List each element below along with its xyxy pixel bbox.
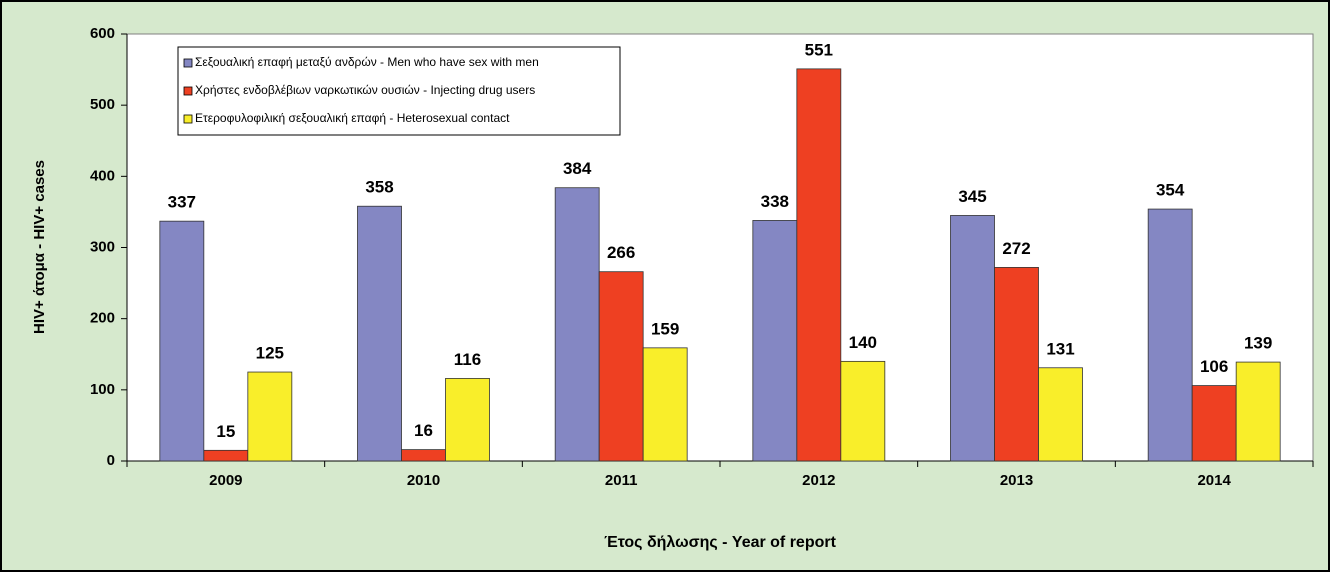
data-label: 345 [958,187,986,206]
bar [1038,367,1083,462]
bar [752,220,798,462]
legend-box [177,46,621,136]
bar [1147,208,1193,462]
legend-swatch [183,114,193,124]
bar [401,449,446,462]
y-tick-label: 400 [90,167,115,184]
bar [247,371,293,462]
bar [994,267,1039,462]
x-axis-title: Έτος δήλωσης - Year of report [604,534,837,551]
data-label: 15 [216,422,235,441]
data-label: 358 [365,178,393,197]
legend-label: Ετεροφυλοφιλική σεξουαλική επαφή - Heter… [195,111,510,125]
legend-label: Σεξουαλική επαφή μεταξύ ανδρών - Men who… [195,55,539,69]
y-tick-label: 100 [90,381,115,398]
data-label: 272 [1002,239,1030,258]
x-tick-label: 2013 [1000,472,1033,489]
legend-swatch [183,86,193,96]
legend-swatch [183,58,193,68]
y-tick-label: 200 [90,310,115,327]
bar [796,68,842,462]
y-tick-label: 300 [90,238,115,255]
data-label: 551 [805,40,833,59]
data-label: 159 [651,319,679,338]
data-label: 131 [1046,339,1074,358]
y-tick-label: 600 [90,25,115,42]
data-label: 106 [1200,357,1228,376]
x-tick-label: 2014 [1197,472,1231,489]
x-tick-label: 2009 [209,472,242,489]
y-tick-label: 0 [107,452,115,469]
bar [357,205,402,462]
bar [598,271,644,462]
data-label: 384 [563,159,592,178]
bar [840,360,886,462]
data-label: 354 [1156,181,1185,200]
x-tick-label: 2011 [605,472,638,489]
data-label: 266 [607,243,635,262]
data-label: 338 [761,192,789,211]
y-axis-title: HIV+ άτομα - HIV+ cases [31,160,48,334]
data-label: 125 [256,344,284,363]
bar [445,378,490,462]
bar [554,187,600,462]
data-label: 337 [168,193,196,212]
bar [950,215,995,462]
y-tick-label: 500 [90,96,115,113]
bar [1191,385,1237,462]
data-label: 140 [849,333,877,352]
x-tick-label: 2010 [407,472,440,489]
data-label: 16 [414,421,433,440]
x-tick-label: 2012 [802,472,835,489]
data-label: 116 [454,350,481,369]
data-label: 139 [1244,334,1272,353]
bar [203,449,249,462]
bar [1235,361,1281,462]
bar [159,220,205,462]
legend-label: Χρήστες ενδοβλέβιων ναρκωτικών ουσιών - … [195,83,535,97]
bar [642,347,688,462]
